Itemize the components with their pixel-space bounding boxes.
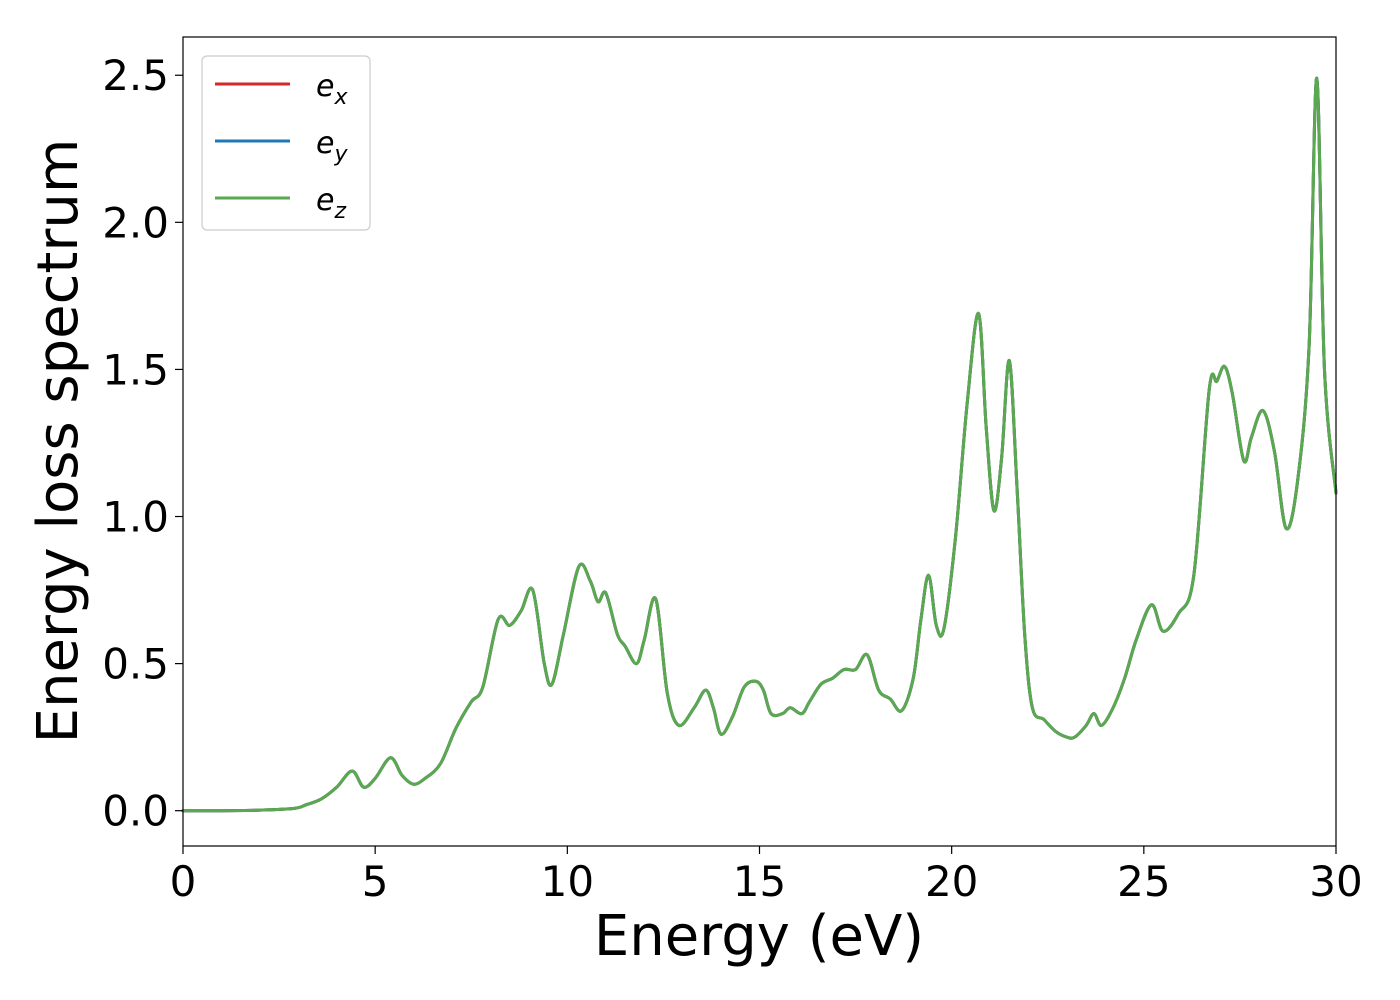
series-line-ez [181,76,1338,813]
x-tick-label: 30 [1309,857,1362,906]
x-axis-title: Energy (eV) [594,904,924,969]
legend: ex ey ez [201,55,371,231]
y-tick-label: 1.5 [102,345,169,394]
legend-label-ey: ey [316,126,348,167]
y-tick-label: 2.0 [102,198,169,247]
series-layer [181,76,1338,813]
y-tick-label: 0.0 [102,787,169,836]
legend-box [201,55,371,231]
x-tick-label: 15 [733,857,786,906]
y-tick-label: 2.5 [102,51,169,100]
x-tick-label: 5 [362,857,389,906]
legend-label-ex: ex [316,69,348,110]
x-tick-label: 25 [1117,857,1170,906]
y-axis: 0.0 0.5 1.0 1.5 2.0 2.5 [102,51,183,836]
x-tick-label: 20 [925,857,978,906]
x-tick-label: 0 [170,857,197,906]
plot-background [183,37,1336,846]
y-axis-title: Energy loss spectrum [26,139,91,744]
y-tick-label: 1.0 [102,493,169,542]
x-axis: 0 5 10 15 20 25 30 [170,846,1363,906]
y-tick-label: 0.5 [102,640,169,689]
x-tick-label: 10 [541,857,594,906]
legend-label-ez: ez [316,183,346,224]
